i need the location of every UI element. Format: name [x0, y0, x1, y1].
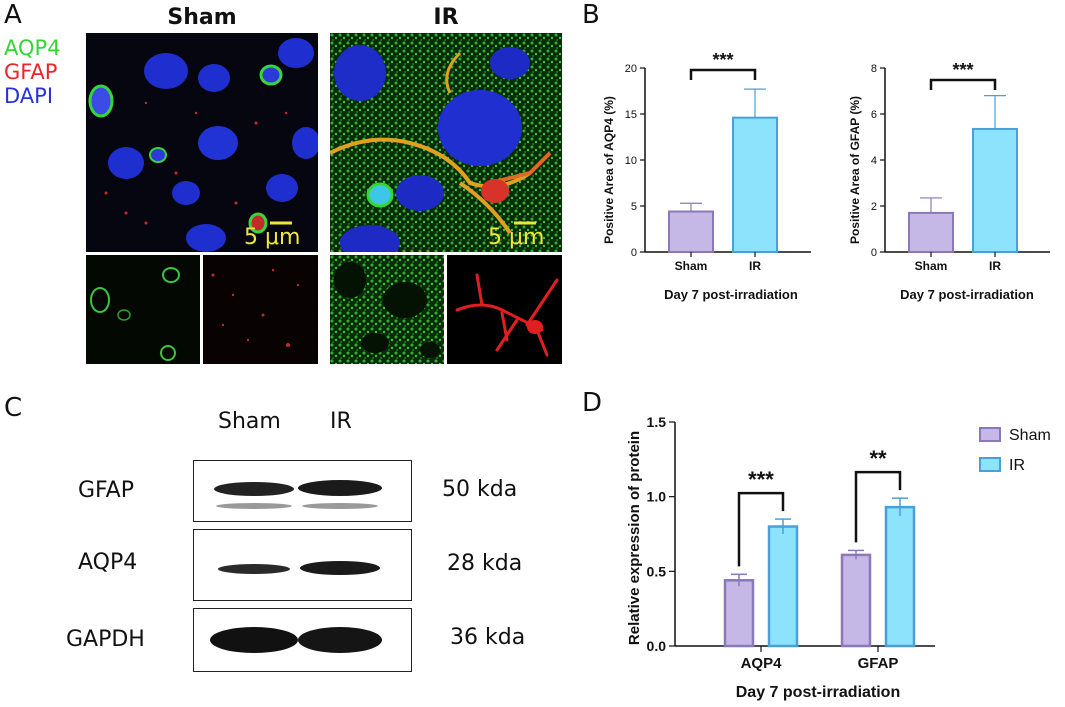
bar-aqp4-sham: [723, 579, 755, 648]
significance-bracket: [929, 78, 997, 90]
group-title-ir: IR: [433, 5, 459, 30]
protein-label-aqp4: AQP4: [78, 550, 138, 575]
y-tick-label: 8: [871, 63, 877, 75]
ir-merged-graphic: [330, 33, 562, 252]
x-tick-label: Sham: [675, 259, 708, 273]
channel-label-aqp4: AQP4: [4, 36, 61, 60]
ir-merged-image: 5 μm: [330, 33, 562, 252]
significance-label: ***: [712, 50, 733, 70]
y-tick-label: 10: [625, 155, 637, 167]
y-tick-label: 1.0: [647, 489, 667, 505]
y-tick-label: 2: [871, 201, 877, 213]
size-label-gapdh: 36 kda: [450, 625, 526, 650]
blot-bands-gfap: [214, 480, 382, 509]
ir-gfap-graphic: [455, 273, 559, 357]
x-tick-label: GFAP: [858, 655, 899, 672]
significance-bracket: [737, 491, 785, 567]
ir-aqp4-graphic: [330, 255, 444, 364]
scale-bar-label-sham: 5 μm: [244, 225, 301, 250]
scale-bar-label-ir: 5 μm: [488, 225, 545, 250]
protein-label-gfap: GFAP: [78, 478, 134, 503]
blot-strip-gapdh: [193, 608, 412, 672]
bar-ir: [972, 127, 1018, 253]
y-axis-label: Positive Area of GFAP (%): [848, 96, 862, 244]
x-axis-label: Day 7 post-irradiation: [900, 287, 1034, 302]
significance-label: ***: [748, 467, 774, 492]
significance-label: **: [869, 446, 887, 471]
x-tick-label: Sham: [915, 259, 948, 273]
sham-gfap-graphic: [211, 268, 300, 347]
panel-letter-b: B: [582, 0, 600, 30]
sham-merged-graphic: [88, 38, 318, 252]
sham-aqp4-channel-image: [86, 255, 200, 364]
significance-bracket: [689, 68, 757, 80]
lane-label-sham: Sham: [218, 409, 281, 434]
y-tick-label: 6: [871, 109, 877, 121]
blot-bands-aqp4: [218, 561, 380, 575]
sham-merged-image: 5 μm: [86, 33, 318, 252]
gfap-positive-area-chart: 0 2 4 6 8 Sham IR *** Positive Area of GFAP (…: [848, 60, 1050, 302]
size-label-aqp4: 28 kda: [447, 551, 523, 576]
y-tick-label: 1.5: [647, 414, 667, 430]
y-tick-label: 20: [625, 63, 637, 75]
sham-aqp4-graphic: [90, 267, 180, 361]
ir-gfap-channel-image: [447, 255, 562, 364]
y-tick-label: 0.0: [647, 638, 667, 654]
x-tick-label: IR: [749, 259, 761, 273]
x-tick-label: IR: [989, 259, 1001, 273]
bar-gfap-ir: [884, 505, 916, 648]
protein-label-gapdh: GAPDH: [66, 627, 145, 652]
x-tick-label: AQP4: [741, 655, 783, 672]
blot-strip-gfap: [193, 460, 412, 522]
y-tick-label: 0: [871, 247, 877, 259]
panel-letter-c: C: [4, 393, 23, 423]
bar-aqp4-ir: [767, 525, 799, 648]
y-axis-label: Positive Area of AQP4 (%): [602, 96, 616, 244]
y-tick-label: 4: [871, 155, 877, 167]
significance-label: ***: [952, 60, 973, 80]
legend-label-ir: IR: [1009, 457, 1025, 474]
panel-letter-a: A: [4, 0, 22, 30]
blot-strip-aqp4: [193, 529, 412, 601]
x-axis-label: Day 7 post-irradiation: [736, 684, 900, 701]
bar-ir: [732, 116, 778, 254]
significance-bracket: [854, 470, 902, 543]
aqp4-positive-area-chart: 0 5 10 15 20 Sham IR *** Positive Area of AQP…: [602, 50, 811, 302]
legend-label-sham: Sham: [1009, 427, 1051, 444]
x-axis-label: Day 7 post-irradiation: [664, 287, 798, 302]
bar-sham: [908, 211, 954, 253]
y-tick-label: 5: [631, 201, 637, 213]
legend-swatch-ir: [979, 457, 1001, 472]
y-tick-label: 15: [625, 109, 637, 121]
y-axis-label: Relative expression of protein: [626, 431, 643, 645]
panel-letter-d: D: [582, 388, 603, 418]
channel-label-gfap: GFAP: [4, 60, 58, 84]
size-label-gfap: 50 kda: [442, 477, 518, 502]
legend-swatch-sham: [979, 427, 1001, 442]
y-tick-label: 0.5: [647, 563, 667, 579]
ir-aqp4-channel-image: [330, 255, 444, 364]
group-title-sham: Sham: [167, 5, 237, 30]
channel-label-dapi: DAPI: [4, 84, 54, 108]
bar-sham: [668, 210, 714, 254]
bar-gfap-sham: [840, 553, 872, 648]
sham-gfap-channel-image: [203, 255, 318, 364]
blot-bands-gapdh: [210, 627, 382, 653]
lane-label-ir: IR: [330, 409, 352, 434]
y-tick-label: 0: [631, 247, 637, 259]
